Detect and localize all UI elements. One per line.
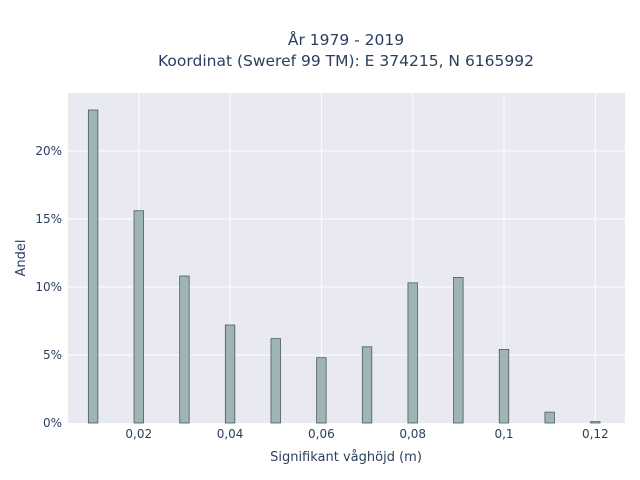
chart-title-line1: År 1979 - 2019 xyxy=(288,30,404,49)
bar xyxy=(133,210,144,424)
bar xyxy=(453,276,464,424)
y-tick-label: 0% xyxy=(43,416,62,430)
y-tick-label: 10% xyxy=(35,280,62,294)
plot-area xyxy=(68,93,625,423)
x-tick-label: 0,06 xyxy=(308,427,335,441)
bar xyxy=(179,275,190,424)
bar xyxy=(224,324,236,424)
chart-title-line2: Koordinat (Sweref 99 TM): E 374215, N 61… xyxy=(158,52,534,70)
y-tick-label: 20% xyxy=(35,144,62,158)
bar xyxy=(87,109,99,424)
bar xyxy=(361,346,373,424)
bars xyxy=(87,109,601,424)
x-tick-label: 0,02 xyxy=(125,427,152,441)
y-tick-labels: 0% 5% 10% 15% 20% xyxy=(35,144,62,430)
bar xyxy=(270,338,281,424)
y-tick-label: 5% xyxy=(43,348,62,362)
x-tick-label: 0,12 xyxy=(582,427,609,441)
x-tick-labels: 0,02 0,04 0,06 0,08 0,1 0,12 xyxy=(125,427,608,441)
bar xyxy=(498,349,510,424)
x-axis-title: Signifikant våghöjd (m) xyxy=(270,450,422,465)
bar xyxy=(407,282,418,424)
bar xyxy=(316,357,327,424)
x-tick-label: 0,08 xyxy=(399,427,426,441)
bar xyxy=(590,421,601,424)
x-tick-label: 0,04 xyxy=(217,427,244,441)
y-tick-label: 15% xyxy=(35,212,62,226)
y-axis-title: Andel xyxy=(14,240,29,277)
x-tick-label: 0,1 xyxy=(494,427,513,441)
grid-lines xyxy=(68,93,625,423)
bar xyxy=(544,411,555,424)
